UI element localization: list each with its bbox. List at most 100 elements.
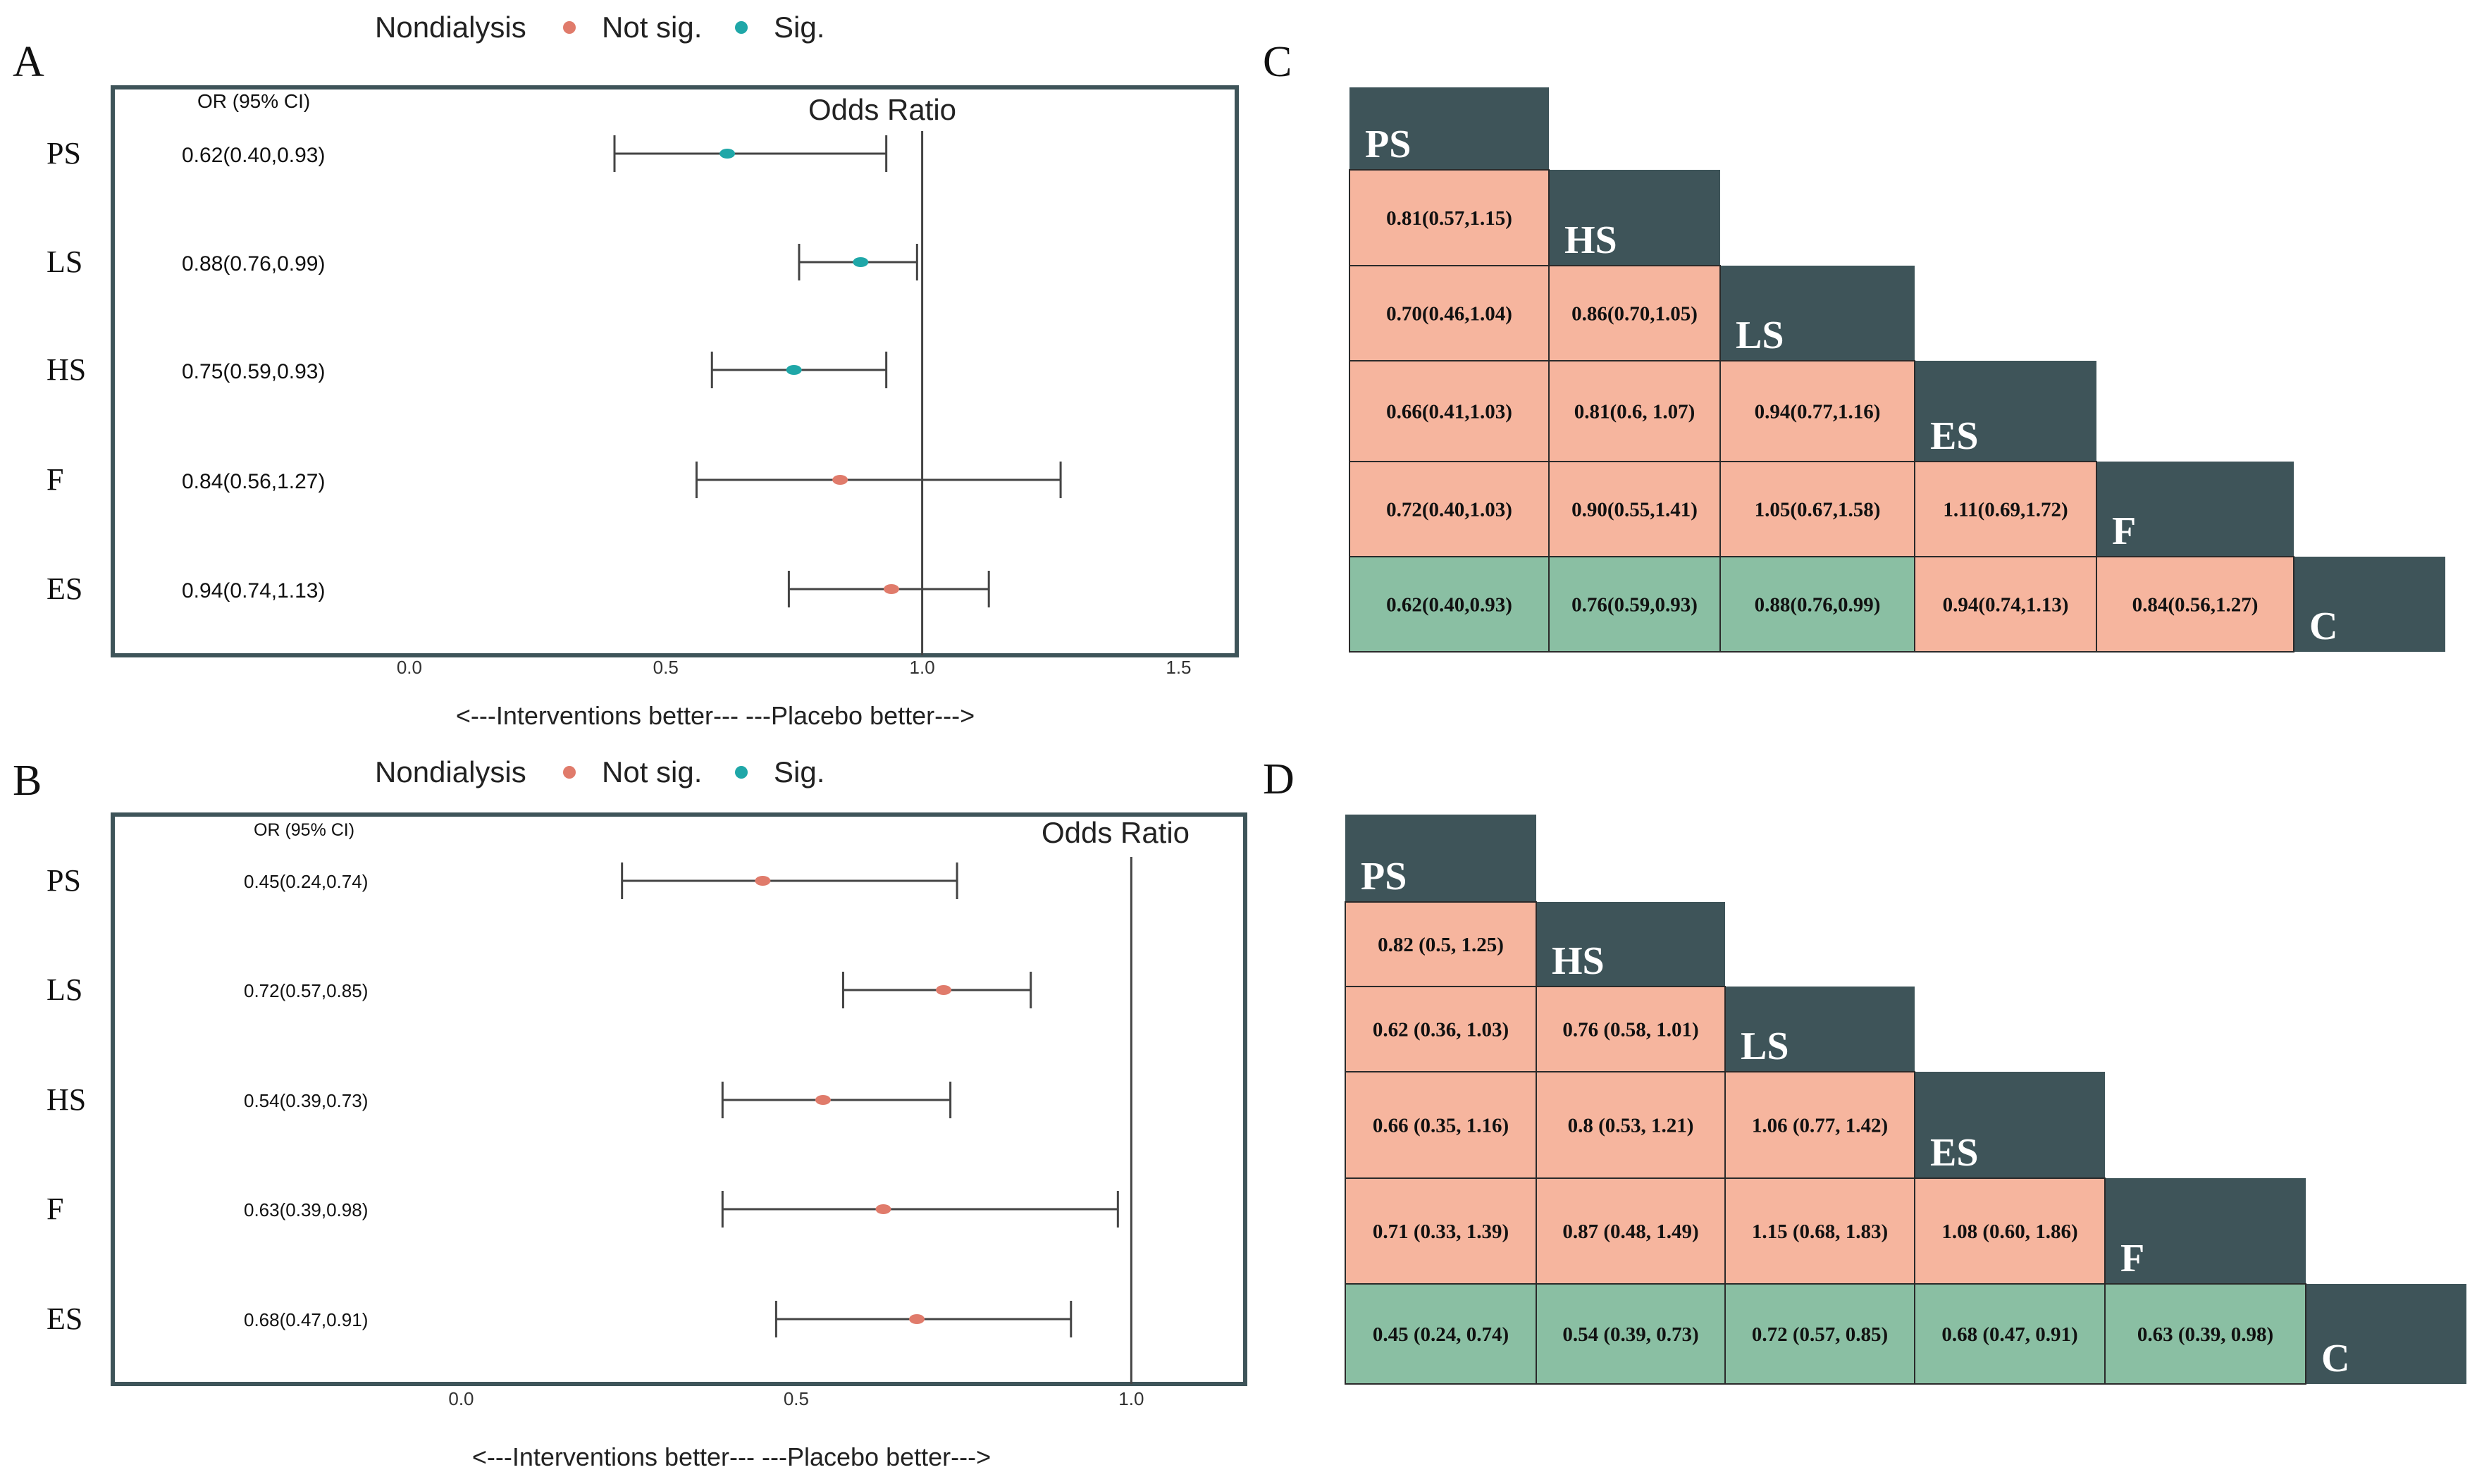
row-ci-text-ps: 0.45(0.24,0.74): [244, 871, 368, 892]
row-ci-text-es: 0.94(0.74,1.13): [182, 579, 325, 602]
header-cell: [1536, 902, 1725, 987]
tick-label: 1.5: [1166, 657, 1191, 678]
comparison-value: 0.45 (0.24, 0.74): [1373, 1323, 1509, 1346]
row-ci-text-ls: 0.88(0.76,0.99): [182, 252, 325, 276]
legend-not-sig-marker: [563, 21, 576, 34]
legend-sig-marker: [735, 766, 748, 779]
legend-title: Nondialysis: [375, 11, 526, 44]
header-label-ps: PS: [1365, 123, 1411, 166]
header-label-ls: LS: [1736, 314, 1784, 357]
legend-sig-label: Sig.: [774, 11, 824, 44]
point-estimate-ps: [755, 876, 771, 886]
comparison-value: 0.81(0.6, 1.07): [1574, 401, 1695, 423]
row-ci-text-ls: 0.72(0.57,0.85): [244, 980, 368, 1001]
header-cell: [1349, 87, 1549, 170]
comparison-cell: [2096, 556, 2294, 653]
comparison-value: 1.11(0.69,1.72): [1943, 499, 2068, 521]
comparison-value: 0.66 (0.35, 1.16): [1373, 1115, 1509, 1137]
comparison-value: 0.94(0.77,1.16): [1755, 401, 1881, 423]
comparison-value: 1.06 (0.77, 1.42): [1752, 1115, 1888, 1137]
row-ci-text-hs: 0.75(0.59,0.93): [182, 360, 325, 383]
comparison-value: 0.94(0.74,1.13): [1943, 594, 2069, 617]
comparison-cell: [1536, 1177, 1726, 1285]
row-label-es: ES: [47, 571, 82, 606]
point-estimate-hs: [815, 1095, 831, 1105]
row-label-f: F: [47, 1192, 63, 1226]
comparison-cell: [1914, 556, 2097, 653]
row-label-hs: HS: [47, 1082, 86, 1117]
comparison-value: 0.76(0.59,0.93): [1571, 594, 1698, 617]
panel-label-d: D: [1263, 755, 1295, 803]
comparison-cell: [1349, 265, 1550, 361]
tick-label: 0.5: [653, 657, 679, 678]
header-label-ps: PS: [1361, 855, 1407, 898]
row-label-ls: LS: [47, 245, 82, 279]
plot-frame: [111, 85, 1239, 657]
header-cell: [2294, 557, 2445, 652]
comparison-cell: [1349, 360, 1550, 462]
header-label-es: ES: [1930, 1131, 1979, 1175]
header-cell: [1720, 266, 1915, 361]
comparison-value: 0.71 (0.33, 1.39): [1373, 1220, 1509, 1243]
header-label-hs: HS: [1552, 939, 1605, 983]
comparison-value: 0.87 (0.48, 1.49): [1562, 1220, 1698, 1243]
comparison-value: 1.08 (0.60, 1.86): [1941, 1220, 2077, 1243]
comparison-value: 0.63 (0.39, 0.98): [2137, 1323, 2273, 1346]
legend-sig-label: Sig.: [774, 755, 824, 789]
odds-ratio-title: Odds Ratio: [808, 93, 956, 126]
comparison-cell: [1548, 556, 1721, 653]
header-label-c: C: [2321, 1337, 2349, 1380]
comparison-cell: [1345, 1071, 1537, 1179]
legend-title: Nondialysis: [375, 755, 526, 789]
point-estimate-f: [832, 475, 848, 485]
header-cell: [1549, 170, 1720, 266]
comparison-value: 0.90(0.55,1.41): [1571, 499, 1698, 521]
header-cell: [1915, 361, 2096, 462]
comparison-value: 0.76 (0.58, 1.01): [1562, 1019, 1698, 1041]
comparison-cell: [1724, 1283, 1915, 1385]
header-label-f: F: [2120, 1237, 2144, 1280]
header-label-es: ES: [1930, 414, 1979, 458]
tick-label: 0.0: [448, 1388, 474, 1409]
comparison-cell: [1914, 461, 2097, 557]
row-label-hs: HS: [47, 352, 86, 387]
comparison-value: 0.86(0.70,1.05): [1571, 303, 1698, 326]
comparison-value: 0.82 (0.5, 1.25): [1378, 934, 1504, 956]
comparison-cell: [1345, 1177, 1537, 1285]
panel-label-c: C: [1263, 38, 1292, 86]
point-estimate-ps: [719, 149, 736, 159]
tick-label: 0.5: [784, 1388, 809, 1409]
header-cell: [2306, 1284, 2466, 1384]
row-label-ls: LS: [47, 972, 82, 1007]
point-estimate-hs: [786, 365, 802, 375]
row-label-ps: PS: [47, 863, 81, 898]
comparison-cell: [1719, 461, 1915, 557]
comparison-cell: [1345, 901, 1537, 987]
row-label-f: F: [47, 462, 63, 497]
comparison-value: 0.72 (0.57, 0.85): [1752, 1323, 1888, 1346]
comparison-cell: [1719, 556, 1915, 653]
comparison-cell: [1724, 1177, 1915, 1285]
forest-plot-a: Nondialysis Not sig. Sig. OR (95% CI) Odds R…: [47, 11, 1239, 730]
panel-label-a: A: [13, 38, 44, 86]
tick-label: 0.0: [397, 657, 422, 678]
comparison-cell: [1345, 1283, 1537, 1385]
legend-not-sig-label: Not sig.: [602, 11, 702, 44]
comparison-value: 0.8 (0.53, 1.21): [1568, 1115, 1694, 1137]
ci-header: OR (95% CI): [197, 90, 310, 112]
comparison-cell: [1548, 360, 1721, 462]
odds-ratio-title: Odds Ratio: [1042, 816, 1190, 849]
comparison-value: 0.68 (0.47, 0.91): [1941, 1323, 2077, 1346]
league-table-c: PS HS LS ES F C 0.81(0.57,1.15) 0.70(0.46,1.04)…: [1349, 87, 2445, 653]
x-axis-caption: <---Interventions better--- ---Placebo b…: [472, 1442, 991, 1471]
comparison-cell: [1349, 461, 1550, 557]
header-label-ls: LS: [1741, 1025, 1789, 1068]
comparison-cell: [2104, 1283, 2306, 1385]
comparison-value: 0.70(0.46,1.04): [1386, 303, 1512, 326]
x-axis-caption: <---Interventions better--- ---Placebo b…: [456, 701, 975, 730]
comparison-value: 0.54 (0.39, 0.73): [1562, 1323, 1698, 1346]
comparison-cell: [1349, 556, 1550, 653]
point-estimate-es: [909, 1314, 925, 1324]
point-estimate-ls: [853, 257, 869, 267]
